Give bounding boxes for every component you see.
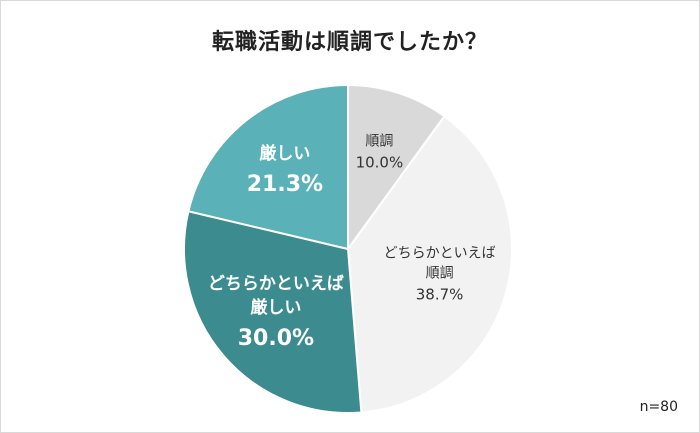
slice-label-2-line-1: どちらかといえば: [384, 246, 496, 262]
slice-label-3-line-1: どちらかといえば: [208, 274, 344, 294]
slice-label-3-line-2: 厳しい: [250, 297, 301, 318]
pie-slice-1: [347, 83, 446, 253]
sample-size-note: n=80: [639, 399, 678, 415]
slice-value-4: 21.3%: [247, 172, 323, 197]
pie-slice-4: [187, 83, 349, 251]
slice-label-1-line-1: 順調: [365, 133, 393, 149]
slice-label-2-line-2: 順調: [426, 266, 454, 282]
slice-value-2: 38.7%: [416, 286, 464, 304]
slice-label-4-line-1: 厳しい: [259, 143, 310, 164]
slice-value-3: 30.0%: [238, 326, 314, 351]
pie-slice-2: [346, 114, 513, 414]
pie-slice-3: [183, 210, 363, 414]
chart-title: 転職活動は順調でしたか？: [211, 30, 488, 55]
slice-value-1: 10.0%: [356, 153, 404, 171]
